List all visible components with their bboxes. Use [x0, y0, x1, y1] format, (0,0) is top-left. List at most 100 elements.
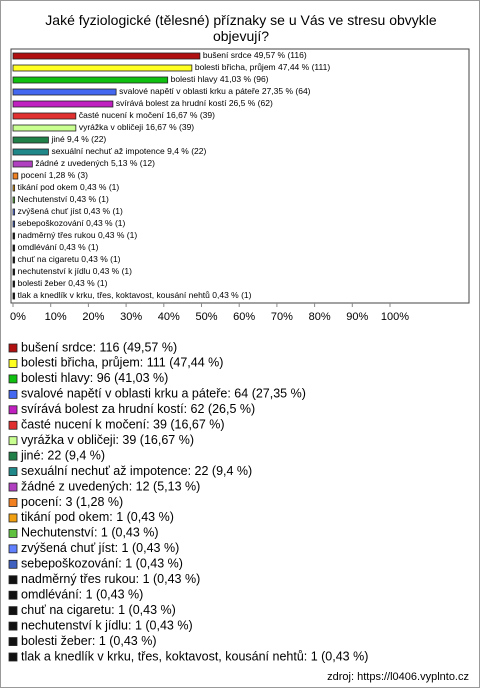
- legend-swatch: [8, 575, 18, 585]
- bar-value-label: 49,57 % (116): [254, 50, 307, 60]
- x-tick-label: 10%: [45, 311, 67, 323]
- bar-label: tlak a knedlík v krku, třes, koktavost, …: [18, 290, 252, 300]
- legend-label: zvýšená chuť jíst: 1 (0,43 %): [21, 541, 179, 555]
- legend-swatch: [8, 467, 18, 477]
- legend-swatch: [8, 621, 18, 631]
- x-tick-label: 40%: [158, 311, 180, 323]
- bar: [12, 280, 16, 288]
- bar-label: Nechutenství 0,43 % (1): [18, 194, 109, 204]
- bar: [12, 208, 16, 216]
- bar: [12, 220, 16, 228]
- bar: [12, 160, 33, 168]
- bar-category: tikání pod okem: [18, 182, 78, 192]
- bar-value-label: 0,43 % (1): [84, 206, 123, 216]
- bar: [12, 232, 16, 240]
- bar: [12, 76, 169, 84]
- legend-swatch: [8, 389, 18, 399]
- bar-category: svalové napětí v oblasti krku a páteře: [119, 86, 260, 96]
- bar: [12, 184, 16, 192]
- legend-swatch: [8, 513, 18, 523]
- bar-value-label: 16,67 % (39): [166, 110, 215, 120]
- bar: [12, 148, 49, 156]
- bar-value-label: 0,43 % (1): [93, 266, 132, 276]
- legend-label: nechutenství k jídlu: 1 (0,43 %): [21, 618, 193, 632]
- bar-value-label: 47,44 % (111): [278, 62, 330, 72]
- bar-category: sebepoškozování: [18, 218, 85, 228]
- bar-value-label: 0,43 % (1): [70, 194, 109, 204]
- bar-label: nechutenství k jídlu 0,43 % (1): [18, 266, 133, 276]
- legend-swatch: [8, 637, 18, 646]
- legend-swatch: [8, 529, 18, 538]
- legend-label: nadměrný třes rukou: 1 (0,43 %): [21, 572, 200, 586]
- bar-value-label: 16,67 % (39): [145, 122, 194, 132]
- legend-label: bušení srdce: 116 (49,57 %): [21, 340, 177, 354]
- bar-label: tikání pod okem 0,43 % (1): [18, 182, 120, 192]
- legend-label: chuť na cigaretu: 1 (0,43 %): [21, 603, 176, 617]
- bar-value-label: 0,43 % (1): [86, 218, 125, 228]
- bar-category: bolesti žeber: [18, 278, 66, 288]
- bar-value-label: 26,5 % (62): [229, 98, 273, 108]
- bar-label: omdlévání 0,43 % (1): [18, 242, 99, 252]
- legend-label: bolesti žeber: 1 (0,43 %): [21, 634, 157, 648]
- bar-category: jiné: [50, 134, 65, 144]
- bar-label: žádné z uvedených 5,13 % (12): [35, 158, 155, 168]
- bar: [12, 244, 16, 252]
- x-tick-label: 100%: [381, 311, 409, 323]
- legend-swatch: [8, 451, 18, 461]
- legend-label: svalové napětí v oblasti krku a páteře: …: [21, 387, 306, 401]
- legend-label: sebepoškozování: 1 (0,43 %): [21, 557, 183, 571]
- x-tick-label: 30%: [120, 311, 142, 323]
- bar-value-label: 27,35 % (64): [262, 86, 311, 96]
- bar-label: sebepoškozování 0,43 % (1): [18, 218, 126, 228]
- bar: [12, 172, 19, 180]
- legend-label: pocení: 3 (1,28 %): [21, 495, 123, 509]
- bar-category: svírává bolest za hrudní kostí: [116, 98, 227, 108]
- bar-label: bolesti břicha, průjem 47,44 % (111): [195, 62, 330, 72]
- bar-label: svírává bolest za hrudní kostí 26,5 % (6…: [116, 98, 273, 108]
- bar-value-label: 9,4 % (22): [167, 146, 206, 156]
- bar: [12, 112, 77, 120]
- legend-swatch: [8, 606, 18, 616]
- legend-swatch: [8, 498, 18, 507]
- legend-swatch: [8, 405, 18, 415]
- bar-category: nechutenství k jídlu: [18, 266, 91, 276]
- bar-label: nadměrný třes rukou 0,43 % (1): [18, 230, 138, 240]
- bar-label: bolesti žeber 0,43 % (1): [18, 278, 108, 288]
- bar-category: sexuální nechuť až impotence: [51, 146, 165, 156]
- bar: [12, 52, 201, 60]
- bar-value-label: 0,43 % (1): [68, 278, 107, 288]
- legend-swatch: [8, 652, 18, 662]
- bar-category: časté nucení k močení: [79, 110, 165, 120]
- bar-category: bušení srdce: [203, 50, 252, 60]
- legend-label: omdlévání: 1 (0,43 %): [21, 587, 143, 601]
- bar-label: sexuální nechuť až impotence 9,4 % (22): [51, 146, 206, 156]
- bar-value-label: 41,03 % (96): [220, 74, 269, 84]
- bar-category: chuť na cigaretu: [18, 254, 80, 264]
- legend-swatch: [8, 544, 18, 554]
- bar-category: omdlévání: [18, 242, 58, 252]
- bar: [12, 136, 49, 144]
- bar-value-label: 1,28 % (3): [49, 170, 88, 180]
- legend-label: svírává bolest za hrudní kostí: 62 (26,5…: [21, 402, 255, 416]
- legend-swatch: [8, 482, 18, 492]
- x-tick-label: 20%: [82, 311, 104, 323]
- chart-title: Jaké fyziologické (tělesné) příznaky se …: [45, 12, 437, 44]
- legend-swatch: [8, 343, 18, 353]
- bar-category: nadměrný třes rukou: [18, 230, 96, 240]
- bar-label: bušení srdce 49,57 % (116): [203, 50, 307, 60]
- bar: [12, 64, 193, 72]
- bar-label: vyrážka v obličeji 16,67 % (39): [79, 122, 194, 132]
- bar-category: tlak a knedlík v krku, třes, koktavost, …: [18, 290, 211, 300]
- bar-category: vyrážka v obličeji: [79, 122, 143, 132]
- x-tick-label: 70%: [271, 311, 293, 323]
- bar-label: bolesti hlavy 41,03 % (96): [171, 74, 269, 84]
- bar-value-label: 0,43 % (1): [59, 242, 98, 252]
- bar-value-label: 9,4 % (22): [67, 134, 106, 144]
- bar-label: časté nucení k močení 16,67 % (39): [79, 110, 215, 120]
- x-tick-label: 0%: [10, 311, 26, 323]
- legend-label: tlak a knedlík v krku, třes, koktavost, …: [21, 649, 368, 663]
- bar: [12, 256, 16, 264]
- legend-label: bolesti hlavy: 96 (41,03 %): [21, 371, 168, 385]
